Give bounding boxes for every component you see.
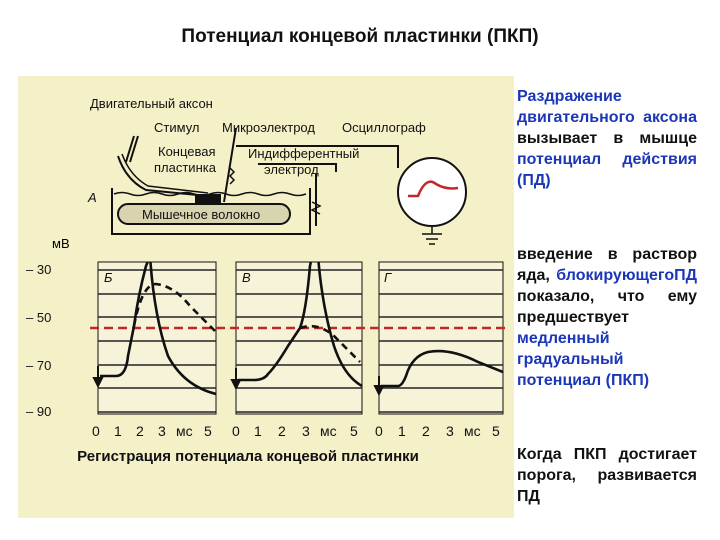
trace-v-rise	[238, 262, 313, 382]
figure-panel: Двигательный аксон Стимул Микроэлектрод …	[18, 76, 514, 518]
y-tick-label: – 70	[26, 358, 51, 373]
figure-drawing: Двигательный аксон Стимул Микроэлектрод …	[26, 96, 510, 439]
x-tick-label: 0	[92, 423, 100, 439]
label-oscillograph: Осциллограф	[342, 120, 426, 135]
trace-b-endplate-potential	[132, 282, 216, 333]
x-tick-label: 1	[114, 423, 122, 439]
text-plain: Когда ПКП достигает порога, развивается …	[517, 446, 697, 505]
label-motor-axon: Двигательный аксон	[90, 96, 213, 111]
label-panel-v: В	[242, 270, 251, 285]
setup-diagram	[111, 127, 467, 245]
text-paragraph-2: введение в раствор яда, блокирующегоПД п…	[517, 244, 697, 391]
x-tick-label: 2	[278, 423, 286, 439]
y-tick-label: – 30	[26, 262, 51, 277]
slide-title: Потенциал концевой пластинки (ПКП)	[181, 26, 539, 47]
label-stimulus: Стимул	[154, 120, 200, 135]
stimulus-electrode	[129, 135, 139, 163]
text-plain: введение в раствор яда,	[517, 246, 697, 284]
wire-indifferent	[258, 163, 337, 172]
motor-axon	[117, 155, 209, 197]
x-tick-label: мс	[176, 423, 193, 439]
x-tick-label: 3	[158, 423, 166, 439]
panel-v	[235, 261, 363, 415]
text-highlight: потенциал действия (ПД)	[517, 151, 697, 189]
traces	[100, 262, 503, 396]
label-mv: мВ	[52, 236, 70, 251]
motor-axon-outline	[121, 153, 209, 194]
label-end-plate-1: Концевая	[158, 144, 216, 159]
trace-v-endplate-potential	[299, 324, 361, 363]
x-tick-label: мс	[320, 423, 337, 439]
x-tick-label: 2	[422, 423, 430, 439]
x-tick-label: 5	[204, 423, 212, 439]
trace-v-fall	[317, 262, 362, 388]
ground-icon	[422, 226, 442, 245]
text-paragraph-3: Когда ПКП достигает порога, развивается …	[517, 444, 697, 507]
x-tick-label: 1	[398, 423, 406, 439]
oscillograph-screen	[397, 157, 467, 227]
x-tick-label: 3	[446, 423, 454, 439]
x-tick-label: 5	[492, 423, 500, 439]
figure-caption: Регистрация потенциала концевой пластинк…	[77, 448, 419, 465]
label-panel-g: Г	[384, 270, 392, 285]
x-tick-label: 2	[136, 423, 144, 439]
text-plain: показало, что ему предшествует	[517, 288, 697, 326]
x-tick-label: 0	[232, 423, 240, 439]
text-highlight: медленный градуальный потенциал (ПКП)	[517, 330, 650, 389]
trace-g-endplate-potential	[381, 349, 503, 388]
trace-b-action-potential	[100, 262, 216, 396]
panel-g	[378, 261, 504, 415]
wire-signal	[236, 145, 399, 168]
label-panel-b: Б	[104, 270, 113, 285]
panel-b	[97, 261, 217, 415]
end-plate	[195, 194, 221, 203]
label-end-plate-2: пластинка	[154, 160, 217, 175]
label-indifferent-1: Индифферентный	[248, 146, 359, 161]
stimulus-markers	[92, 366, 385, 397]
x-axis-ticks: 0 1 2 3 мс 5 0 1 2 3 мс 5 0 1 2 3 мс 5	[92, 423, 500, 439]
muscle-fiber	[117, 203, 291, 225]
x-tick-label: 0	[375, 423, 383, 439]
label-muscle-fiber: Мышечное волокно	[142, 207, 260, 222]
microelectrode	[223, 127, 237, 203]
x-tick-label: 5	[350, 423, 358, 439]
x-tick-label: 1	[254, 423, 262, 439]
y-tick-label: – 90	[26, 404, 51, 419]
text-paragraph-1: Раздражение двигательного аксона вызывае…	[517, 86, 697, 191]
label-indifferent-2: электрод	[264, 162, 319, 177]
microelectrode-resistor	[228, 167, 236, 185]
panel-letters: Б В Г	[104, 270, 392, 285]
y-tick-label: – 50	[26, 310, 51, 325]
text-plain: вызывает в мышце	[517, 130, 697, 147]
text-highlight: Раздражение двигательного аксона	[517, 88, 697, 126]
x-tick-label: 3	[302, 423, 310, 439]
label-microelectrode: Микроэлектрод	[222, 120, 315, 135]
bath-outline	[111, 188, 311, 235]
y-axis-ticks: – 30 – 50 – 70 – 90	[26, 262, 51, 419]
oscillograph-trace	[408, 180, 459, 198]
x-tick-label: мс	[464, 423, 481, 439]
text-highlight: блокирующегоПД	[556, 267, 697, 284]
label-panel-a: А	[87, 190, 97, 205]
setup-labels: Двигательный аксон Стимул Микроэлектрод …	[87, 96, 426, 222]
